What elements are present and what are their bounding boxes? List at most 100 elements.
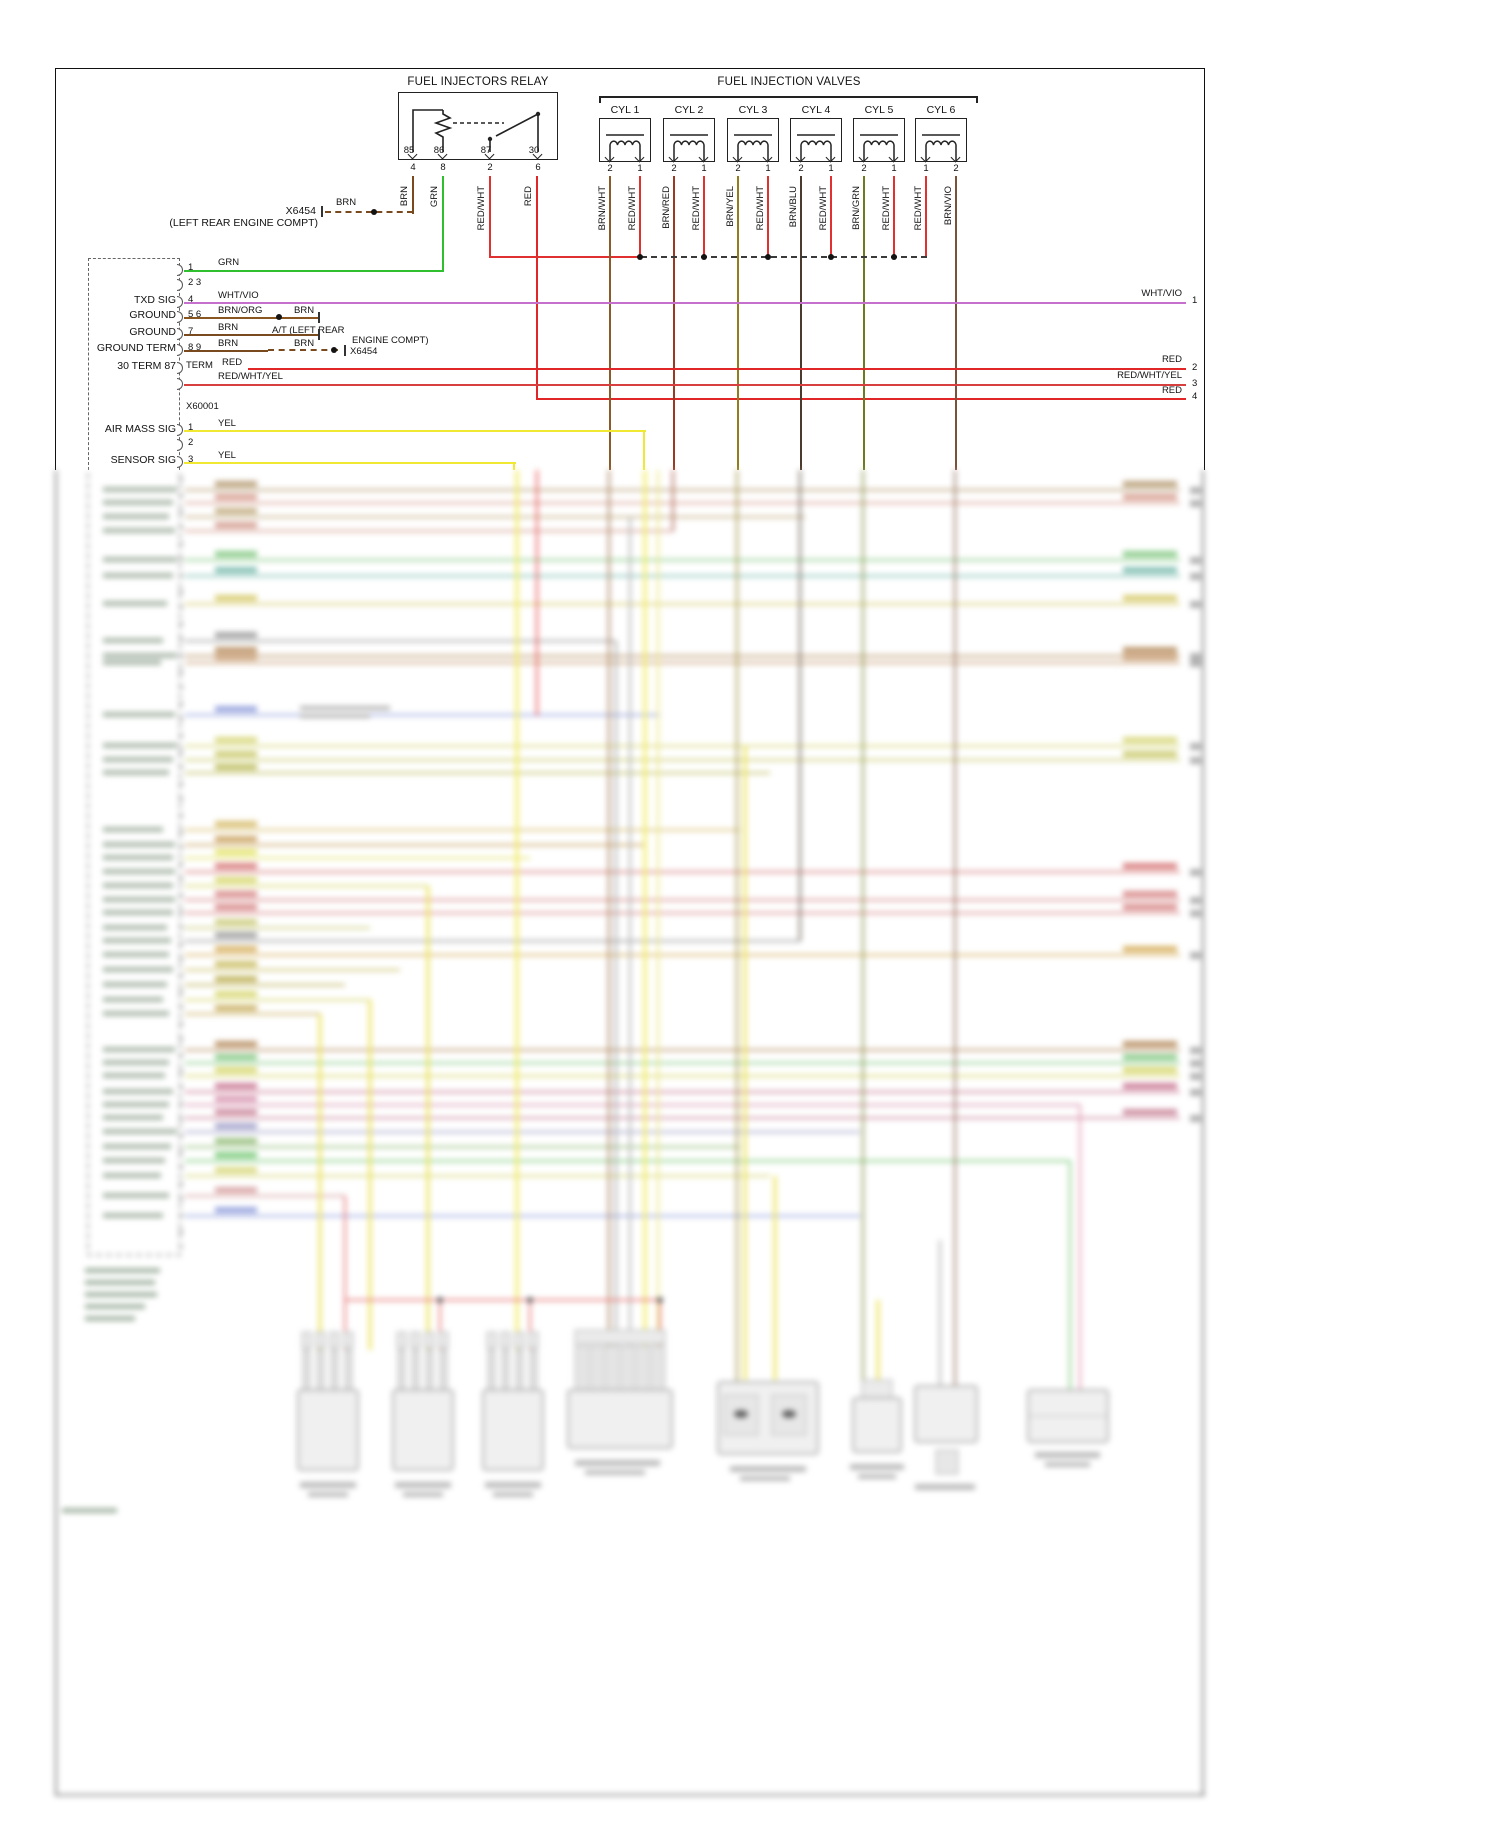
wire-brnvio [955, 176, 957, 470]
wire-label: RED [222, 357, 243, 368]
relay-pin: 6 [535, 162, 541, 173]
ecm-pin: 3 [188, 454, 194, 465]
edge-pin: 2 [1192, 362, 1198, 373]
blurred-lower-diagram [55, 470, 1206, 1796]
diagram-frame [55, 68, 1205, 470]
relay-terminal: 87 [480, 145, 492, 156]
edge-pin: 1 [1192, 295, 1198, 306]
wire-label: BRN/WHT [597, 186, 608, 231]
ecm-pin: 2 [188, 437, 194, 448]
wire-label: WHT/VIO [218, 290, 259, 301]
wire-redwht [830, 176, 832, 258]
connector-tick [321, 206, 323, 217]
wire-yel [513, 462, 515, 470]
junction-dot [828, 254, 834, 260]
wire-red-row [536, 398, 1186, 400]
wire-label: WHT/VIO [1141, 288, 1182, 299]
injector-symbol [922, 134, 960, 162]
bracket-tick [599, 96, 601, 103]
wire-label: BRN [399, 186, 410, 207]
wire-label: YEL [218, 450, 236, 461]
junction-dot [331, 347, 337, 353]
wire-label: RED/WHT [691, 186, 702, 231]
relay-terminal: 30 [528, 145, 540, 156]
wire-label: BRN [218, 338, 239, 349]
connector-note: ENGINE COMPT) [352, 335, 429, 346]
wire-label: RED/WHT/YEL [1117, 370, 1182, 381]
injector-symbol [860, 134, 898, 162]
wire-red [536, 176, 538, 400]
ecm-pin: 4 [188, 294, 194, 305]
wire-label: RED/WHT [476, 186, 487, 231]
wire-brnyel [737, 176, 739, 470]
wire-whtvio [184, 302, 1186, 304]
wire-brnwht [609, 176, 611, 470]
wire-yel [184, 462, 516, 464]
wire-label: BRN [218, 322, 239, 333]
relay-symbol [412, 109, 541, 152]
junction-dot [701, 254, 707, 260]
relay-terminal: 85 [403, 145, 415, 156]
cylinder-label: CYL 4 [801, 104, 831, 116]
injector-box [790, 118, 842, 162]
injector-pin: 1 [637, 163, 643, 174]
ecm-pin: 8 9 [188, 342, 202, 353]
relay-box [398, 92, 558, 160]
signal-label: AIR MASS SIG [104, 423, 176, 435]
injector-pin: 2 [798, 163, 804, 174]
relay-pin: 2 [487, 162, 493, 173]
wire-label: BRN/GRN [851, 186, 862, 230]
ecm-pin: 2 3 [188, 277, 202, 288]
signal-label: GROUND TERM [96, 342, 176, 354]
wire-label: GRN [429, 186, 440, 208]
signal-label: GROUND [129, 326, 176, 338]
wire-brn [412, 176, 414, 214]
wire-redwhtyel [184, 384, 1186, 386]
wire-label: BRN/RED [661, 186, 672, 229]
injector-pin: 2 [735, 163, 741, 174]
injector-pin: 2 [607, 163, 613, 174]
ecm-pin: 1 [188, 422, 194, 433]
injector-box [663, 118, 715, 162]
splice-bus-dashed [641, 256, 927, 258]
wire-label: BRN [336, 197, 357, 208]
cylinder-label: CYL 1 [610, 104, 640, 116]
wire-brn-dashed [268, 349, 338, 351]
injector-pin: 1 [891, 163, 897, 174]
wire-label: RED/WHT [627, 186, 638, 231]
ecm-pin: 5 6 [188, 309, 202, 320]
connector-location: (LEFT REAR ENGINE COMPT) [169, 217, 318, 229]
relay-terminal: 86 [433, 145, 445, 156]
signal-label: TXD SIG [133, 294, 176, 306]
wire-label: RED/WHT [913, 186, 924, 231]
signal-label: GROUND [129, 309, 176, 321]
ecm-pin: 1 [188, 262, 194, 273]
wire-label: RED/WHT/YEL [218, 371, 283, 382]
wire-label: BRN/ORG [218, 305, 263, 316]
bracket-tick [976, 96, 978, 103]
wire-redwht [893, 176, 895, 258]
wire-brn-dashed [325, 211, 413, 213]
wire-brnorg [184, 317, 318, 319]
wire-label: BRN/BLU [788, 186, 799, 228]
wire-label: RED [523, 186, 534, 207]
connector-note: A/T (LEFT REAR [272, 325, 345, 336]
relay-pin: 8 [440, 162, 446, 173]
wire-label: RED/WHT [881, 186, 892, 231]
wire-yel [184, 430, 646, 432]
wire-label: BRN/YEL [725, 186, 736, 227]
relay-pin: 4 [410, 162, 416, 173]
injector-symbol [606, 134, 644, 162]
wire-label: RED [1161, 385, 1182, 396]
wire-label: BRN/VIO [943, 186, 954, 226]
wire-redwht-elbow [489, 256, 643, 258]
ecm-pin: 7 [188, 326, 194, 337]
injector-pin: 1 [765, 163, 771, 174]
wire-yel [643, 430, 645, 470]
wire-redwht [767, 176, 769, 258]
injector-pin: 1 [923, 163, 929, 174]
junction-dot [276, 314, 282, 320]
ecm-pin: TERM [186, 360, 213, 371]
wire-redwht [925, 176, 927, 258]
junction-dot [891, 254, 897, 260]
